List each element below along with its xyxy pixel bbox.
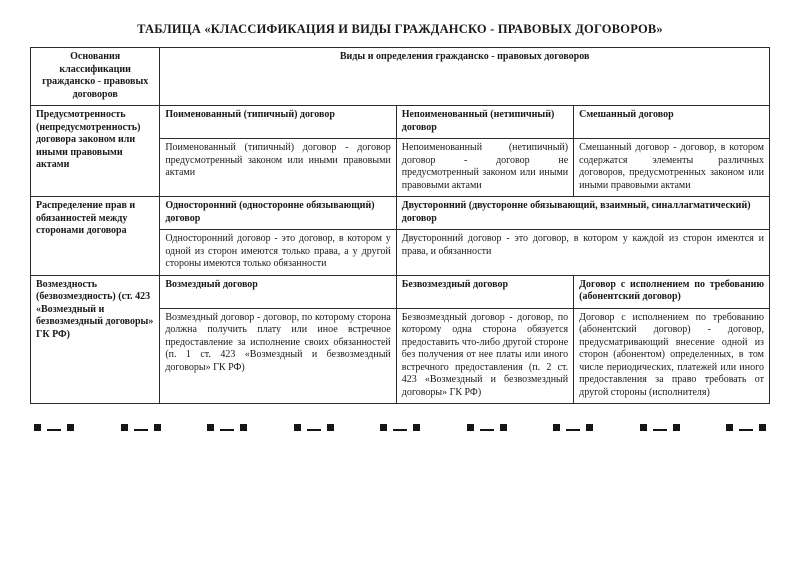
row2-h1: Односторонний (односторонне обязывающий)… <box>160 197 396 230</box>
row3-h2: Безвозмездный договор <box>396 275 573 308</box>
table-row: Распределение прав и обязанностей между … <box>31 197 770 230</box>
row3-h3: Договор с исполнением по требованию (або… <box>574 275 770 308</box>
row2-d2: Двусторонний договор - это договор, в ко… <box>396 230 769 276</box>
row1-d1: Поименованный (типичный) договор - догов… <box>160 139 396 197</box>
row2-label: Распределение прав и обязанностей между … <box>31 197 160 276</box>
row3-h1: Возмездный договор <box>160 275 396 308</box>
row1-h3: Смешанный договор <box>574 106 770 139</box>
header-col-types: Виды и определения гражданско - правовых… <box>160 48 770 106</box>
row1-h2: Непоименованный (нетипичный) договор <box>396 106 573 139</box>
row3-d1: Возмездный договор - договор, по котором… <box>160 308 396 404</box>
row1-d3: Смешанный договор - договор, в котором с… <box>574 139 770 197</box>
row3-label: Возмездность (безвозмездность) (ст. 423 … <box>31 275 160 404</box>
table-row: Предусмотренность (непредусмотренность) … <box>31 106 770 139</box>
classification-table: Основания классификации гражданско - пра… <box>30 47 770 404</box>
header-col-basis: Основания классификации гражданско - пра… <box>31 48 160 106</box>
row1-d2: Непоименованный (нетипичный) договор - д… <box>396 139 573 197</box>
table-header-row: Основания классификации гражданско - пра… <box>31 48 770 106</box>
row3-d3: Договор с исполнением по требованию (або… <box>574 308 770 404</box>
row1-label: Предусмотренность (непредусмотренность) … <box>31 106 160 197</box>
scan-perforation-decor <box>30 422 770 431</box>
row3-d2: Безвозмездный договор - договор, по кото… <box>396 308 573 404</box>
row2-d1: Односторонний договор - это договор, в к… <box>160 230 396 276</box>
table-row: Возмездность (безвозмездность) (ст. 423 … <box>31 275 770 308</box>
row1-h1: Поименованный (типичный) договор <box>160 106 396 139</box>
page-title: ТАБЛИЦА «КЛАССИФИКАЦИЯ И ВИДЫ ГРАЖДАНСКО… <box>30 22 770 37</box>
row2-h2: Двусторонний (двусторонне обязывающий, в… <box>396 197 769 230</box>
